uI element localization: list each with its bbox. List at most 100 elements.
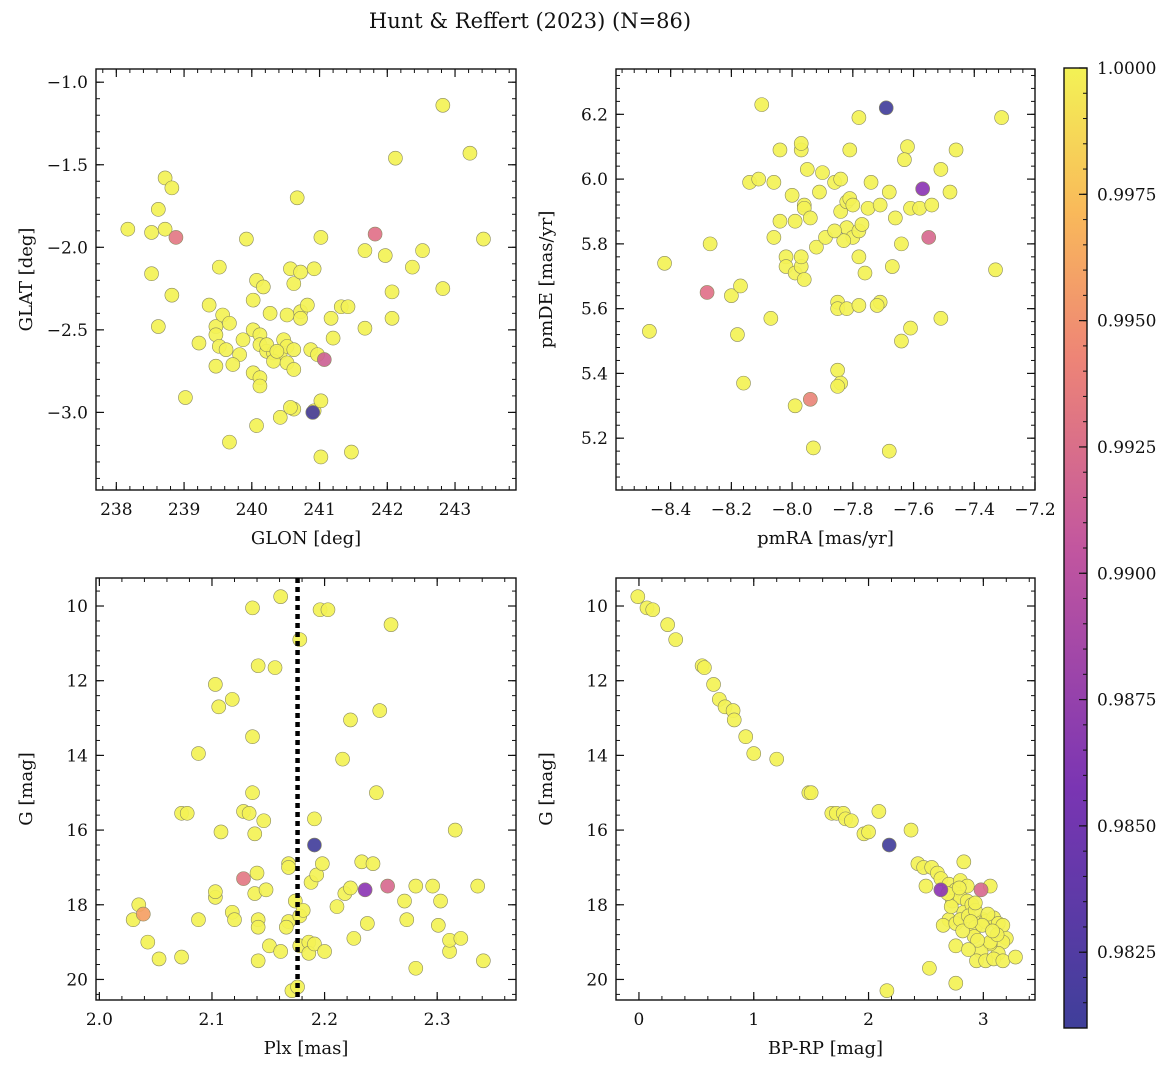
scatter-point (970, 932, 985, 948)
colorbar-tick-label: 0.9900 (1097, 564, 1156, 584)
scatter-point (815, 165, 830, 180)
scatter-point (269, 344, 285, 359)
scatter-point (918, 878, 934, 894)
scatter-point (766, 230, 782, 245)
x-tick-label: 2.1 (198, 1010, 225, 1030)
scatter-point (435, 281, 451, 296)
scatter-point (289, 190, 305, 206)
scatter-point (307, 936, 322, 952)
scatter-point (660, 617, 675, 632)
scatter-point (178, 390, 193, 405)
scatter-point (236, 871, 251, 886)
scatter-point (854, 217, 870, 232)
scatter-point (397, 893, 412, 909)
scatter-point (250, 953, 266, 969)
scatter-point (702, 236, 718, 252)
scatter-point (963, 914, 979, 929)
scatter-point (827, 223, 842, 239)
scatter-point (922, 960, 937, 976)
scatter-point (726, 712, 742, 728)
scatter-point (306, 261, 322, 277)
panel-pmra-pmde: −8.4 −8.2 −8.0 −7.8 −7.6 −7.4 −7.2 5.2 5.4 5.6 5.8… (536, 68, 1056, 549)
scatter-point (272, 410, 288, 425)
colorbar-tick-label: 0.9950 (1097, 312, 1156, 332)
scatter-point (357, 882, 373, 898)
scatter-point (300, 297, 315, 313)
scatter-point (191, 746, 206, 761)
scatter-point (995, 953, 1011, 969)
scatter-point (803, 392, 818, 407)
scatter-point (861, 824, 876, 840)
scatter-point (799, 162, 815, 177)
scatter-point (724, 288, 739, 303)
scatter-point (879, 983, 895, 998)
y-tick-label: −1.0 (47, 73, 88, 93)
y-tick-label: −1.5 (47, 156, 88, 176)
scatter-point (738, 729, 754, 745)
y-tick-label: −2.5 (47, 321, 88, 341)
scatter-point (921, 230, 937, 245)
scatter-point (191, 912, 206, 928)
scatter-point (860, 200, 876, 216)
scatter-point (668, 632, 683, 647)
scatter-point (405, 259, 420, 275)
scatter-point (812, 184, 827, 200)
scatter-point (211, 259, 227, 275)
scatter-point (151, 319, 166, 334)
scatter-point (948, 975, 964, 991)
x-tick-label: 3 (978, 1010, 989, 1030)
scatter-point (278, 919, 294, 935)
scatter-point (453, 931, 469, 946)
figure-title: Hunt & Reffert (2023) (N=86) (369, 9, 691, 33)
scatter-point (447, 822, 463, 838)
axes-frame (95, 68, 517, 491)
scatter-point (903, 320, 918, 336)
axes-frame (615, 68, 1036, 491)
scatter-point (851, 110, 867, 125)
scatter-point (241, 805, 257, 821)
scatter-point (245, 785, 260, 801)
scatter-point (245, 600, 260, 616)
y-tick-label: 12 (586, 672, 608, 692)
y-tick-label: 5.8 (581, 235, 608, 255)
scatter-point (784, 188, 800, 203)
scatter-point (844, 813, 859, 829)
colorbar-tick-label: 0.9850 (1097, 817, 1156, 837)
panel-plx-g: 2.0 2.1 2.2 2.3 10 12 14 16 18 20 Plx [mas] G [mag] (16, 577, 517, 1059)
scatter-point (252, 378, 268, 394)
y-tick-label: 20 (66, 970, 88, 990)
scatter-point (250, 919, 266, 935)
scatter-point (343, 712, 358, 728)
scatter-point (208, 358, 224, 374)
scatter-point (201, 297, 217, 313)
scatter-point (344, 444, 359, 460)
scatter-point (1008, 949, 1023, 965)
scatter-point (806, 440, 821, 456)
scatter-point (796, 272, 812, 287)
scatter-point (343, 880, 358, 896)
scatter-point (292, 632, 308, 647)
scatter-point (372, 703, 388, 718)
scatter-point (871, 804, 887, 819)
scatter-point (900, 139, 915, 155)
x-axis-label: GLON [deg] (251, 528, 361, 549)
scatter-point (346, 931, 362, 946)
scatter-point (317, 944, 332, 959)
scatter-point (699, 285, 715, 300)
scatter-point (293, 264, 308, 280)
scatter-point (320, 602, 336, 618)
x-tick-label: −8.4 (650, 500, 691, 520)
scatter-point (476, 953, 491, 969)
scatter-point (942, 184, 958, 200)
scatter-point (208, 884, 223, 899)
y-axis-label: G [mag] (16, 752, 37, 825)
scatter-point (140, 934, 156, 950)
scatter-point (968, 895, 983, 911)
scatter-point (211, 699, 227, 715)
scatter-point (293, 310, 308, 326)
scatter-point (408, 878, 424, 894)
x-tick-label: 243 (439, 500, 471, 520)
scatter-point (912, 200, 927, 216)
scatter-point (168, 230, 184, 245)
scatter-point (751, 171, 767, 187)
